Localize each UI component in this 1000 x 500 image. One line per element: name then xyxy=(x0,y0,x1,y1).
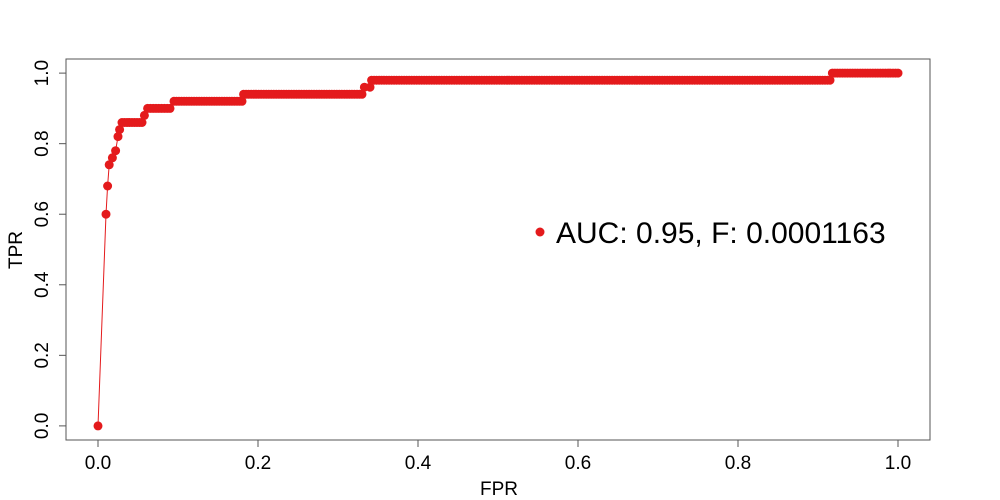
y-axis: 0.0 0.2 0.4 0.6 0.8 1.0 xyxy=(32,60,67,439)
legend: AUC: 0.95, F: 0.0001163 xyxy=(535,217,886,250)
x-tick-label: 0.4 xyxy=(405,453,432,474)
roc-point xyxy=(107,153,117,163)
y-tick-label: 0.6 xyxy=(32,201,53,227)
roc-point xyxy=(165,103,175,113)
roc-point xyxy=(137,118,147,127)
x-tick-label: 0.6 xyxy=(565,453,591,474)
y-tick-label: 0.2 xyxy=(32,342,53,368)
y-tick-label: 0.4 xyxy=(32,271,53,298)
roc-point xyxy=(113,132,123,142)
y-tick-label: 1.0 xyxy=(32,60,53,86)
roc-point xyxy=(104,160,114,170)
roc-point xyxy=(893,68,903,78)
roc-point xyxy=(111,146,121,156)
x-tick-label: 1.0 xyxy=(885,453,911,474)
roc-point xyxy=(237,96,247,106)
roc-point xyxy=(101,209,111,219)
x-tick-label: 0.0 xyxy=(85,453,111,474)
legend-marker xyxy=(535,227,545,237)
x-tick-label: 0.2 xyxy=(245,453,271,474)
roc-point xyxy=(93,421,103,431)
x-axis-title: FPR xyxy=(480,479,518,500)
roc-point xyxy=(103,181,113,191)
x-tick-label: 0.8 xyxy=(725,453,751,474)
roc-point xyxy=(365,82,375,92)
x-axis: 0.0 0.2 0.4 0.6 0.8 1.0 xyxy=(85,439,911,474)
roc-point xyxy=(139,110,149,120)
y-tick-label: 0.8 xyxy=(32,130,53,156)
legend-entry-label: AUC: 0.95, F: 0.0001163 xyxy=(556,217,886,250)
y-tick-label: 0.0 xyxy=(32,413,53,439)
roc-point xyxy=(357,89,367,99)
roc-point xyxy=(825,75,835,85)
roc-series xyxy=(93,68,903,431)
roc-point xyxy=(115,125,125,135)
y-axis-title: TPR xyxy=(6,231,27,269)
